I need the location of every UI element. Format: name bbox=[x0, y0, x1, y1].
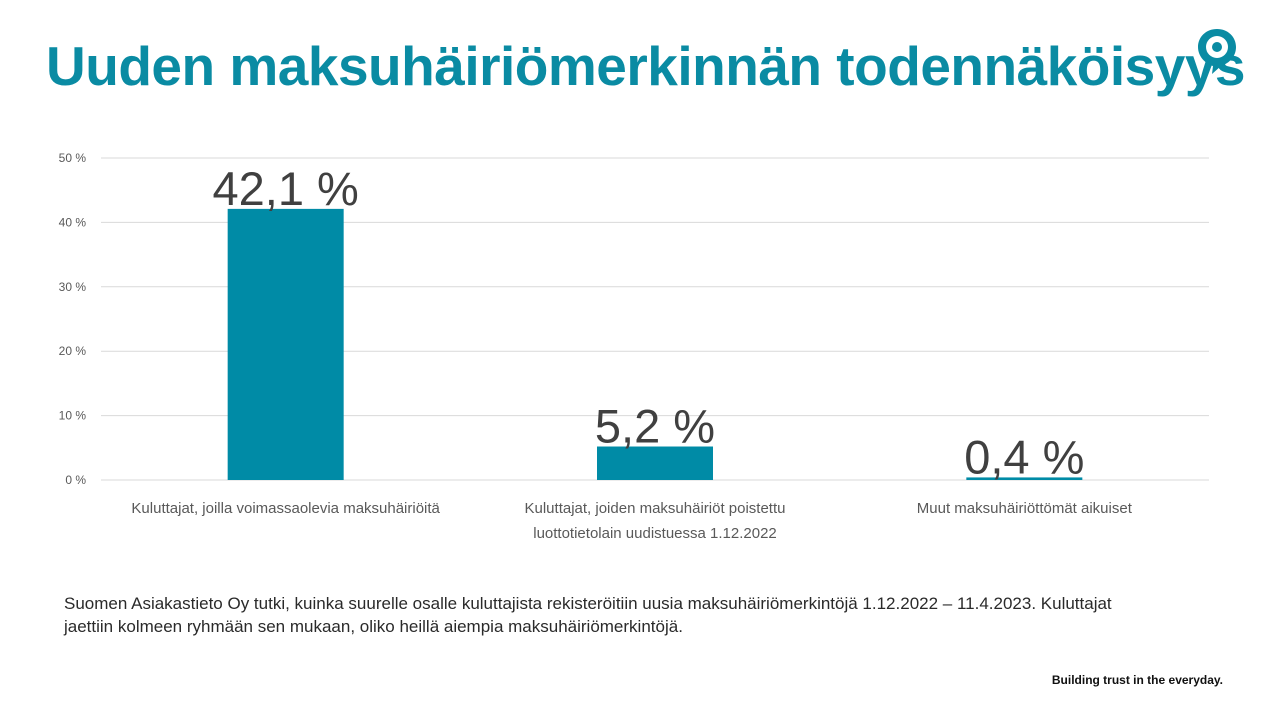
bar bbox=[597, 446, 713, 480]
location-pin-icon bbox=[1198, 29, 1236, 74]
y-tick-label: 0 % bbox=[65, 473, 86, 487]
x-tick-label: luottotietolain uudistuessa 1.12.2022 bbox=[533, 525, 777, 542]
x-tick-label: Kuluttajat, joilla voimassaolevia maksuh… bbox=[131, 500, 440, 517]
y-tick-label: 50 % bbox=[59, 151, 87, 165]
bar bbox=[966, 477, 1083, 480]
bar bbox=[227, 208, 344, 480]
y-tick-label: 10 % bbox=[59, 409, 87, 423]
y-tick-label: 20 % bbox=[59, 344, 87, 358]
bar-chart: 0 % 10 % 20 % 30 % 40 % 50 % 42,1 % Kuluttajat… bbox=[59, 151, 1209, 542]
y-tick-label: 30 % bbox=[59, 280, 87, 294]
data-label: 5,2 % bbox=[595, 400, 715, 453]
y-tick-label: 40 % bbox=[59, 215, 87, 229]
data-label: 0,4 % bbox=[964, 430, 1084, 483]
page-title: Uuden maksuhäiriömerkinnän todennäköisyy… bbox=[46, 35, 1246, 97]
x-tick-label: Muut maksuhäiriöttömät aikuiset bbox=[917, 500, 1133, 517]
footnote: Suomen Asiakastieto Oy tutki, kuinka suu… bbox=[64, 594, 1112, 636]
x-tick-label: Kuluttajat, joiden maksuhäiriöt poistett… bbox=[525, 500, 786, 517]
tagline: Building trust in the everyday. bbox=[1051, 673, 1223, 687]
data-label: 42,1 % bbox=[213, 162, 359, 215]
